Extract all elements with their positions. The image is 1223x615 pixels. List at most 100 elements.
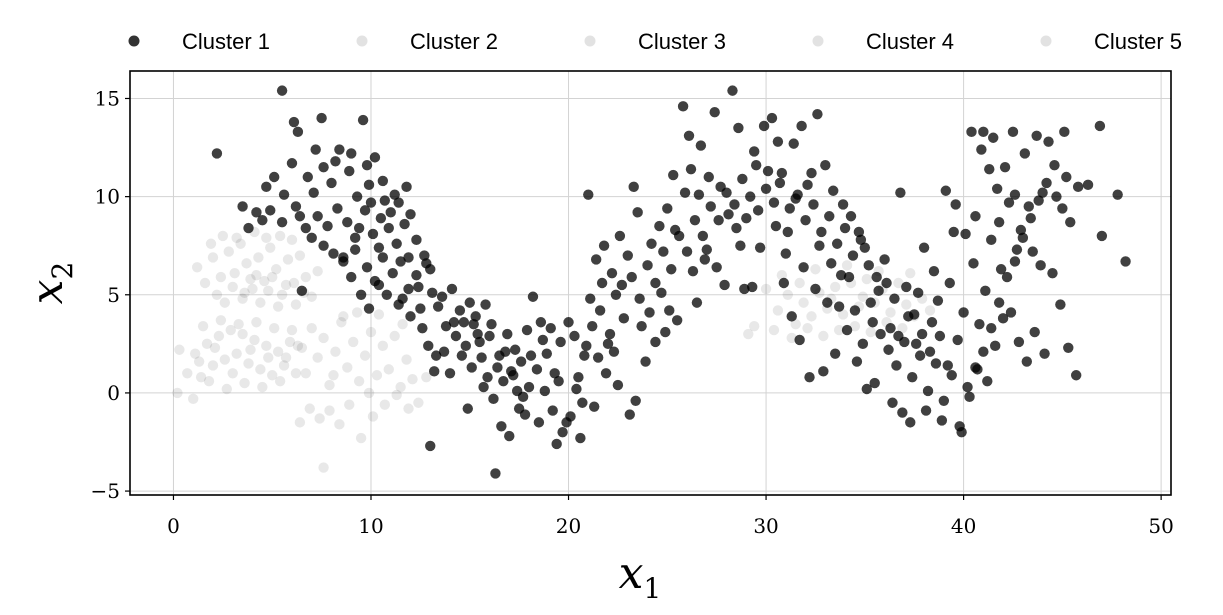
- data-point: [259, 275, 270, 287]
- data-point: [324, 405, 335, 416]
- data-point: [741, 213, 752, 224]
- data-point: [375, 213, 387, 224]
- data-point: [622, 250, 633, 261]
- data-point: [403, 283, 414, 295]
- data-point: [608, 346, 620, 357]
- data-point: [912, 287, 924, 299]
- data-point: [521, 324, 533, 336]
- data-point: [660, 326, 671, 338]
- data-point: [1009, 189, 1021, 200]
- data-point: [247, 283, 258, 295]
- data-point: [379, 195, 391, 206]
- data-point: [263, 352, 274, 363]
- data-point: [330, 346, 341, 357]
- data-point: [438, 346, 450, 357]
- data-point: [411, 234, 422, 246]
- data-point: [808, 199, 819, 210]
- data-point: [749, 146, 760, 157]
- data-point: [334, 419, 345, 430]
- data-point: [731, 222, 742, 234]
- data-point: [547, 405, 558, 416]
- data-point: [411, 269, 422, 281]
- data-point: [318, 240, 329, 251]
- legend-label: Cluster 3: [638, 29, 726, 54]
- legend-marker: [356, 35, 368, 47]
- data-point: [417, 322, 428, 334]
- data-point: [349, 244, 361, 255]
- data-point: [243, 222, 254, 234]
- data-point: [978, 346, 989, 357]
- data-point: [982, 375, 993, 387]
- data-point: [616, 279, 628, 291]
- data-point: [794, 334, 805, 346]
- data-point: [754, 242, 766, 253]
- data-point: [772, 136, 784, 147]
- data-point: [357, 114, 369, 126]
- data-point: [853, 226, 865, 238]
- y-tick-label: 15: [95, 86, 120, 110]
- data-point: [276, 85, 288, 96]
- data-point: [316, 112, 327, 124]
- data-point: [841, 324, 853, 336]
- data-point: [458, 317, 470, 328]
- data-point: [367, 228, 379, 240]
- data-point: [265, 205, 276, 216]
- data-point: [606, 267, 618, 279]
- data-point: [871, 271, 882, 283]
- data-point: [689, 214, 701, 226]
- data-point: [573, 372, 584, 383]
- data-point: [430, 350, 442, 361]
- data-point: [300, 222, 312, 234]
- data-point: [658, 246, 669, 257]
- data-point: [462, 403, 473, 414]
- data-point: [342, 216, 353, 228]
- data-point: [373, 242, 385, 253]
- data-point: [351, 307, 363, 318]
- data-point: [211, 148, 223, 159]
- data-point: [729, 199, 740, 210]
- data-point: [193, 356, 205, 367]
- data-point: [541, 348, 552, 359]
- data-point: [399, 218, 410, 230]
- data-point: [719, 279, 730, 291]
- data-point: [1023, 201, 1034, 212]
- data-point: [535, 317, 547, 328]
- data-point: [385, 207, 396, 218]
- data-point: [596, 277, 608, 289]
- data-point: [391, 238, 402, 249]
- data-point: [776, 167, 788, 179]
- legend-marker: [128, 35, 140, 47]
- data-point: [752, 205, 764, 216]
- data-point: [348, 336, 359, 348]
- data-point: [429, 366, 440, 377]
- data-point: [1017, 232, 1029, 244]
- data-point: [715, 181, 726, 193]
- data-point: [600, 368, 612, 379]
- data-point: [774, 177, 786, 189]
- data-point: [1055, 299, 1066, 310]
- data-point: [267, 271, 278, 283]
- data-point: [993, 216, 1005, 228]
- data-point: [1003, 197, 1015, 208]
- data-point: [312, 266, 323, 277]
- data-point: [790, 193, 801, 204]
- data-point: [782, 289, 793, 300]
- data-point: [334, 144, 345, 155]
- data-point: [306, 232, 317, 244]
- data-point: [1025, 213, 1036, 224]
- data-point: [312, 352, 323, 363]
- data-point: [1061, 171, 1072, 183]
- data-point: [261, 232, 272, 244]
- data-point: [909, 309, 920, 320]
- data-point: [910, 338, 922, 350]
- data-point: [745, 191, 756, 202]
- data-point: [1047, 267, 1058, 279]
- data-point: [590, 254, 602, 265]
- data-point: [598, 240, 610, 251]
- x-axis-label: x1: [619, 548, 662, 605]
- data-point: [788, 138, 799, 149]
- data-point: [344, 399, 355, 410]
- data-point: [318, 332, 329, 344]
- y-axis-ticks: −5 0 5 10 15: [91, 86, 130, 503]
- data-point: [294, 417, 306, 428]
